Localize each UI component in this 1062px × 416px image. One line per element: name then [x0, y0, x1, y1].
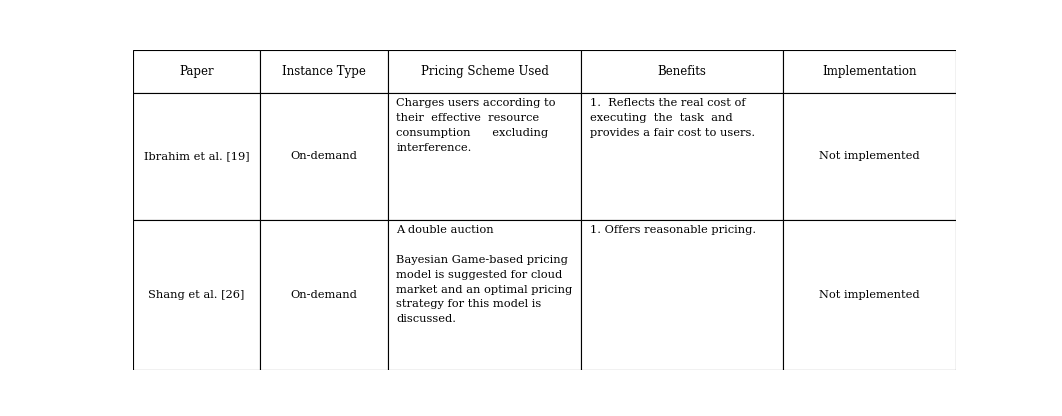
Text: A double auction

Bayesian Game-based pricing
model is suggested for cloud
marke: A double auction Bayesian Game-based pri…: [396, 225, 572, 324]
Text: Instance Type: Instance Type: [282, 65, 366, 78]
Text: Paper: Paper: [179, 65, 213, 78]
Bar: [783, 50, 956, 92]
Text: Shang et al. [26]: Shang et al. [26]: [149, 290, 244, 300]
Text: 1. Offers reasonable pricing.: 1. Offers reasonable pricing.: [589, 225, 756, 235]
Text: On-demand: On-demand: [291, 151, 358, 161]
Bar: [133, 220, 260, 370]
Text: Not implemented: Not implemented: [819, 151, 920, 161]
Text: Pricing Scheme Used: Pricing Scheme Used: [421, 65, 549, 78]
Bar: [260, 92, 388, 220]
Bar: [260, 220, 388, 370]
Bar: [388, 50, 581, 92]
Text: 1.  Reflects the real cost of
executing  the  task  and
provides a fair cost to : 1. Reflects the real cost of executing t…: [589, 98, 755, 138]
Bar: [133, 50, 260, 92]
Bar: [783, 92, 956, 220]
Bar: [388, 220, 581, 370]
Bar: [388, 92, 581, 220]
Bar: [133, 92, 260, 220]
Text: Charges users according to
their  effective  resource
consumption      excluding: Charges users according to their effecti…: [396, 98, 555, 153]
Bar: [581, 50, 783, 92]
Text: Benefits: Benefits: [657, 65, 706, 78]
Text: On-demand: On-demand: [291, 290, 358, 300]
Bar: [783, 220, 956, 370]
Bar: [581, 220, 783, 370]
Text: Implementation: Implementation: [822, 65, 917, 78]
Text: Not implemented: Not implemented: [819, 290, 920, 300]
Bar: [260, 50, 388, 92]
Bar: [581, 92, 783, 220]
Text: Ibrahim et al. [19]: Ibrahim et al. [19]: [143, 151, 250, 161]
